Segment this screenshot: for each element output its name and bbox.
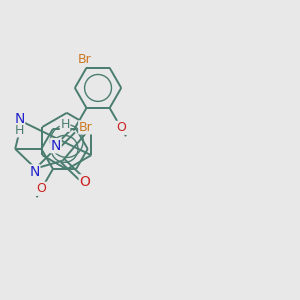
Text: Br: Br — [79, 121, 92, 134]
Text: O: O — [116, 121, 126, 134]
Text: O: O — [79, 175, 90, 189]
Text: H: H — [15, 124, 24, 137]
Text: N: N — [14, 112, 25, 126]
Text: N: N — [29, 165, 40, 179]
Text: H: H — [60, 118, 70, 131]
Text: O: O — [37, 182, 46, 195]
Text: N: N — [51, 139, 61, 153]
Text: Br: Br — [78, 53, 92, 66]
